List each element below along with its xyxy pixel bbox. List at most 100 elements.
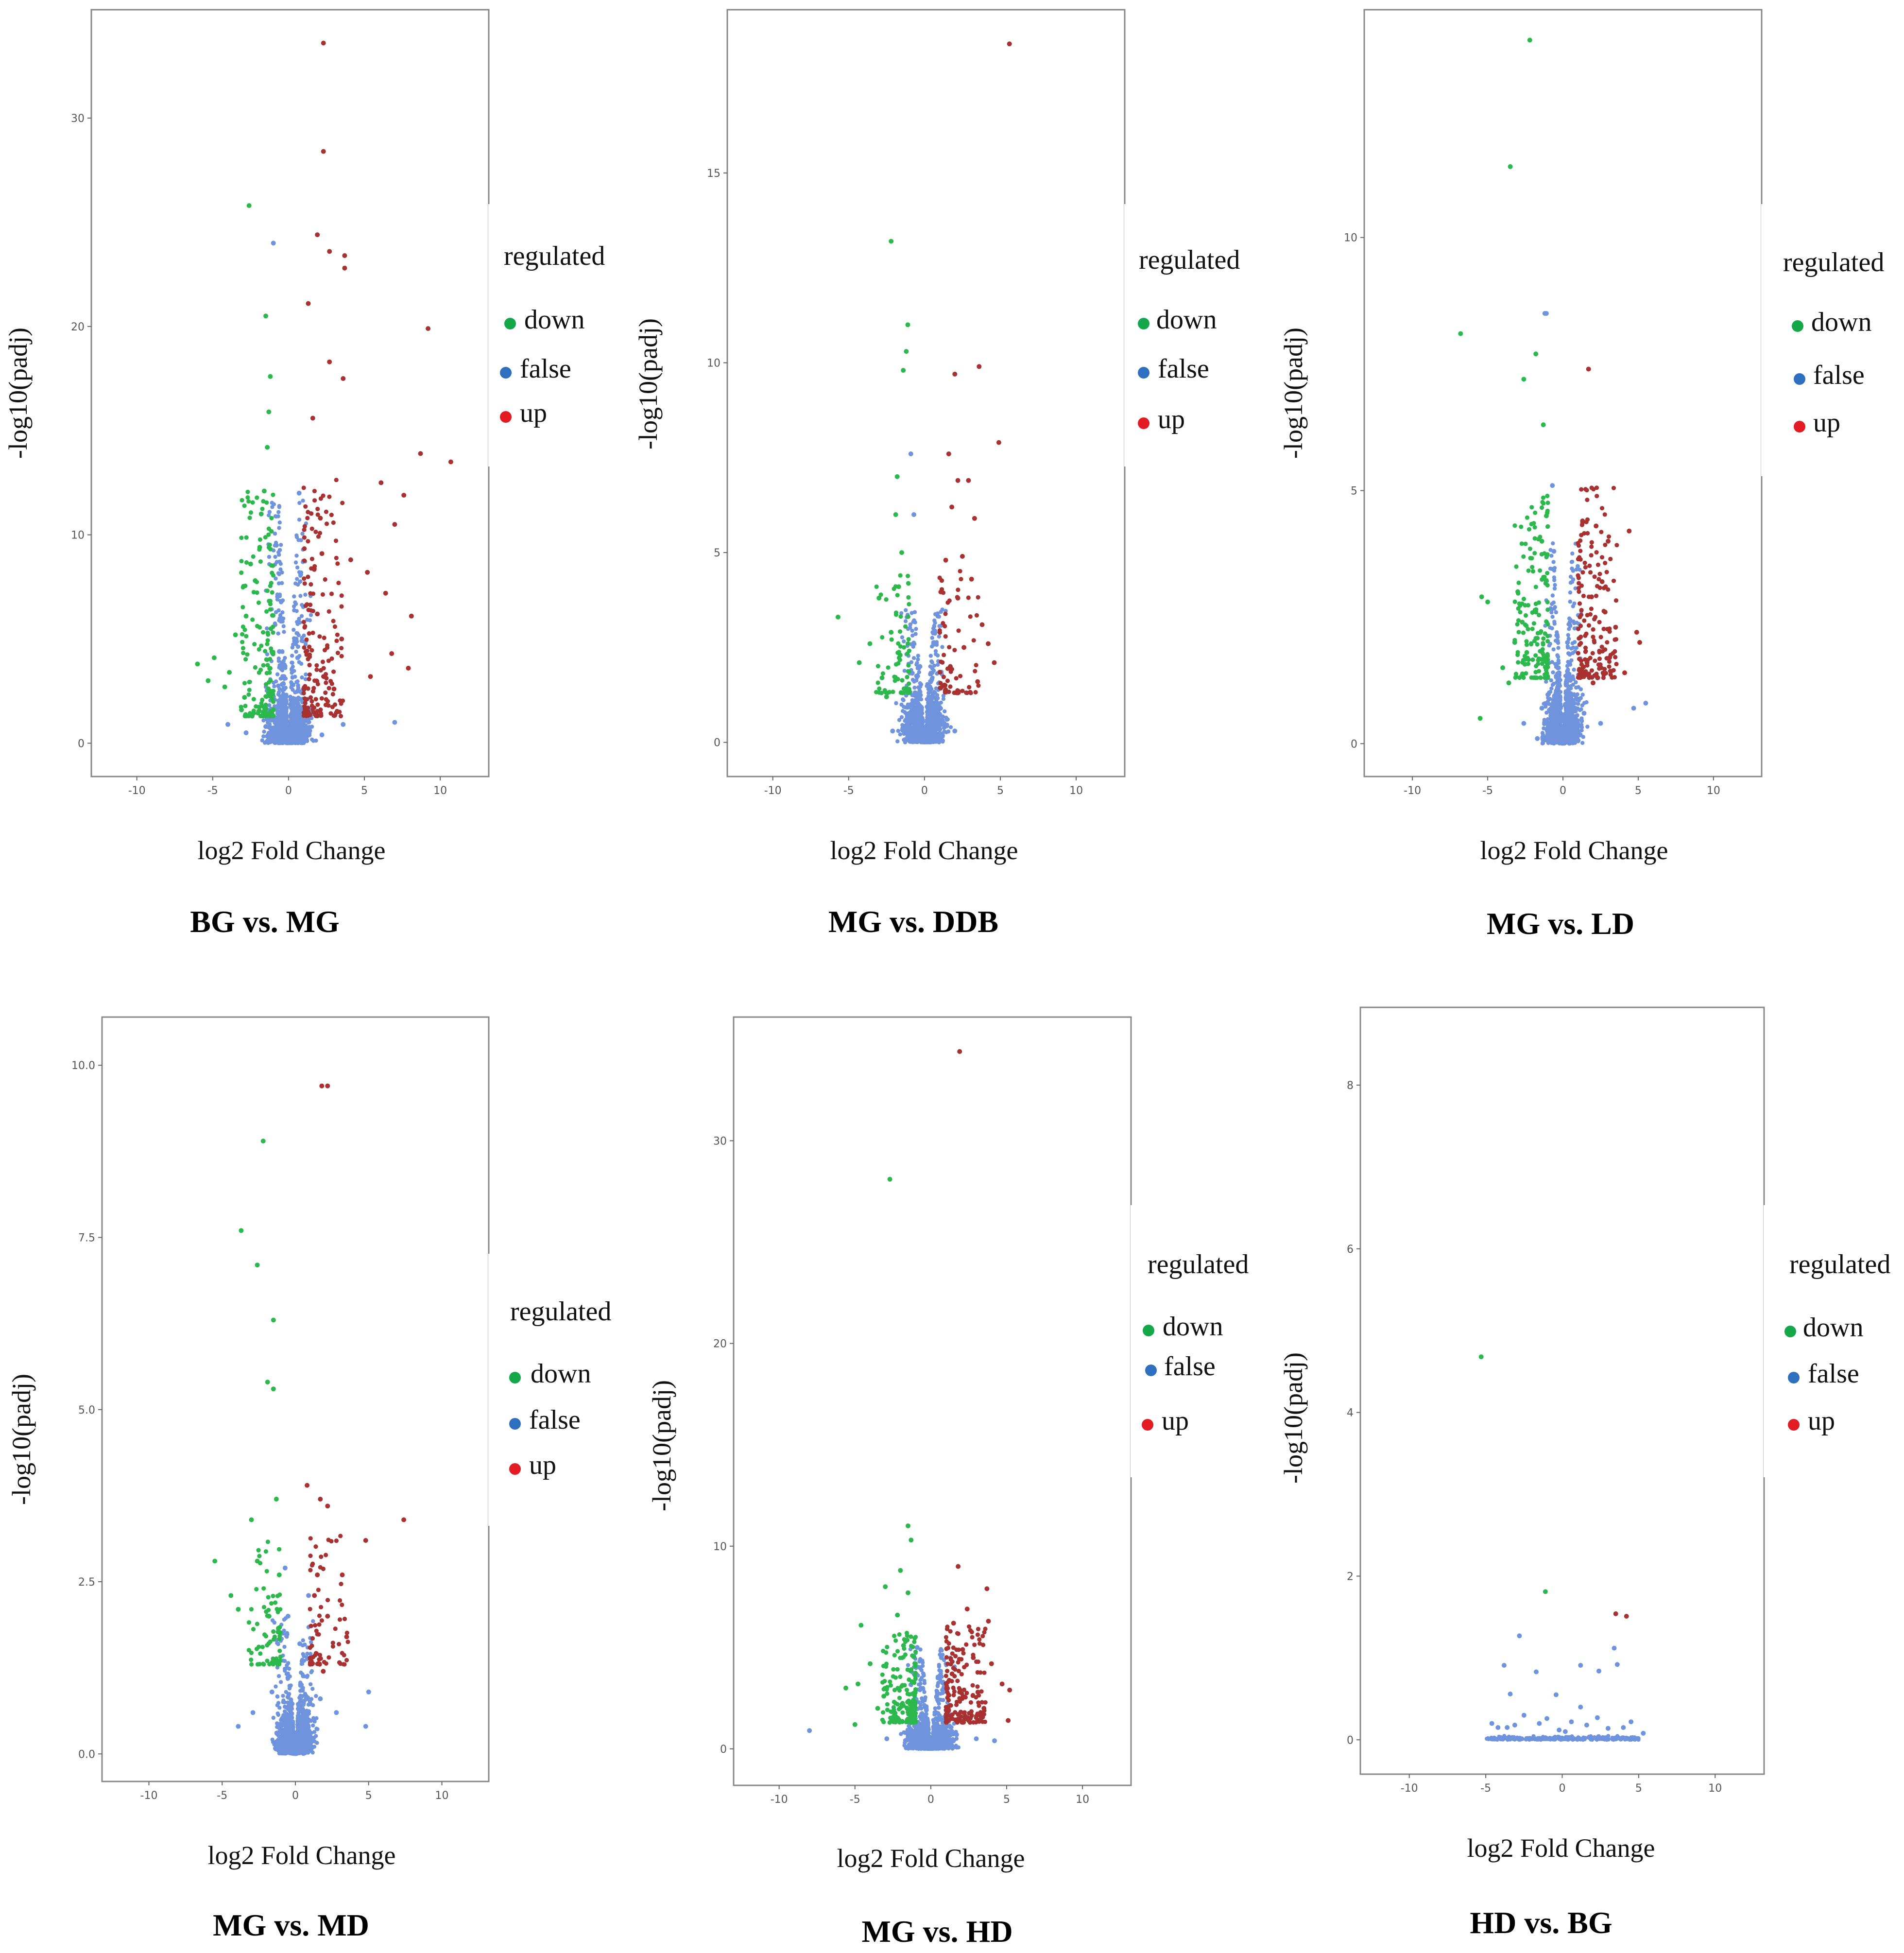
false-point [1578, 708, 1582, 712]
down-point [257, 545, 262, 550]
up-point [941, 674, 946, 679]
down-point [271, 630, 275, 635]
down-point [897, 657, 902, 662]
up-point [971, 638, 976, 643]
up-point [949, 504, 955, 510]
false-point [1568, 590, 1573, 595]
legend: regulated down false up [1124, 204, 1240, 467]
down-point [268, 714, 273, 719]
up-point [945, 678, 950, 683]
false-point [319, 732, 325, 738]
up-point [318, 713, 323, 718]
false-point [1573, 724, 1578, 728]
up-point [302, 524, 307, 529]
false-point [286, 739, 291, 744]
up-point [314, 663, 319, 668]
up-point [307, 631, 311, 636]
down-point [906, 691, 910, 695]
x-tick-label: 10 [1707, 785, 1720, 797]
false-point [933, 621, 937, 625]
false-point [1553, 691, 1558, 695]
up-point [302, 645, 307, 650]
down-point [1527, 546, 1532, 551]
up-point [315, 512, 320, 517]
false-point [1572, 668, 1576, 672]
up-point [952, 371, 958, 377]
false-point [265, 652, 270, 657]
down-point [252, 642, 257, 647]
up-point [302, 527, 307, 532]
false-point [275, 597, 280, 602]
false-point [306, 720, 311, 725]
down-point [1516, 630, 1521, 635]
down-point [260, 506, 265, 511]
down-point [898, 614, 903, 619]
up-point [306, 657, 310, 661]
down-point [268, 657, 273, 661]
false-point [1544, 679, 1548, 684]
false-point [1554, 735, 1559, 740]
down-point [897, 653, 903, 657]
false-point [1549, 553, 1554, 558]
down-point [1525, 515, 1529, 520]
false-point [296, 701, 300, 706]
down-point [267, 542, 272, 547]
false-point [262, 729, 266, 734]
up-point [947, 598, 952, 603]
down-point [906, 663, 911, 668]
false-point [1539, 706, 1544, 711]
down-point [246, 203, 252, 208]
down-point [250, 617, 255, 622]
up-point [329, 591, 334, 596]
up-point [302, 581, 307, 586]
false-point [911, 620, 915, 624]
up-point [958, 674, 963, 678]
down-point [261, 663, 266, 668]
false-point [1570, 566, 1574, 571]
false-point [914, 627, 918, 631]
false-point [1557, 674, 1561, 678]
down-point [265, 638, 270, 643]
false-point [1585, 725, 1590, 729]
down-point [263, 711, 268, 716]
down-point [269, 581, 274, 586]
down-point [906, 641, 910, 646]
down-point [270, 590, 274, 595]
down-point [244, 634, 249, 639]
false-point [292, 699, 297, 704]
legend-marker-down [504, 318, 516, 329]
false-point [931, 702, 936, 707]
false-point [271, 680, 276, 685]
x-tick-label: 0 [285, 785, 292, 797]
down-point [240, 605, 245, 609]
up-point [960, 553, 965, 559]
false-point [926, 726, 931, 731]
down-point [886, 665, 891, 670]
false-point [907, 730, 911, 735]
up-point [310, 630, 315, 635]
false-point [937, 720, 941, 725]
false-point [276, 510, 281, 515]
up-point [332, 713, 337, 718]
false-point [295, 631, 300, 636]
false-point [1569, 691, 1573, 695]
up-point [304, 713, 309, 718]
down-point [266, 526, 271, 531]
false-point [296, 644, 300, 649]
false-point [1566, 667, 1570, 672]
down-point [900, 678, 905, 683]
false-point [295, 710, 300, 715]
up-point [331, 520, 336, 525]
false-point [1542, 718, 1546, 722]
false-point [932, 663, 937, 668]
up-point [943, 611, 948, 616]
down-point [875, 680, 880, 685]
false-point [269, 735, 274, 740]
false-point [304, 672, 308, 677]
down-point [248, 561, 253, 567]
false-point [295, 622, 300, 626]
false-point [264, 734, 269, 739]
down-point [896, 584, 901, 589]
false-point [894, 701, 898, 706]
up-point [302, 535, 307, 540]
